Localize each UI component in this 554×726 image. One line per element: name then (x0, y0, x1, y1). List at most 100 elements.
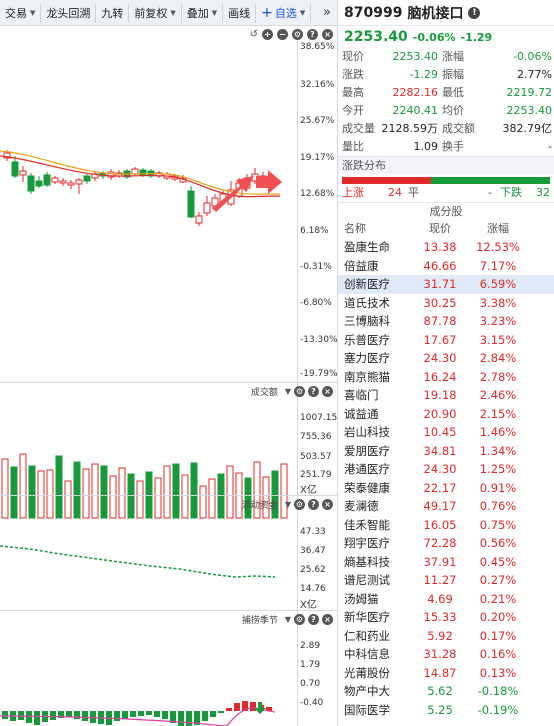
toolbar-button-label: 前复权 (134, 6, 168, 20)
dropdown-icon[interactable]: ▼ (284, 500, 291, 509)
dropdown-icon[interactable]: ▼ (284, 615, 291, 624)
distribution-up-bar (342, 177, 432, 184)
season-bar (250, 702, 256, 711)
candle-body (195, 215, 203, 224)
more-icon[interactable]: » (323, 5, 331, 20)
component-row[interactable]: 新华医疗 15.33 0.20% (338, 608, 554, 627)
toolbar-button[interactable]: 叠加 ▼ (182, 2, 224, 23)
refresh-icon[interactable]: ↺ (249, 28, 258, 40)
chevron-down-icon: ▼ (299, 8, 306, 17)
component-row[interactable]: 港通医疗 24.30 1.25% (338, 460, 554, 479)
component-row[interactable]: 三博脑科 87.78 3.23% (338, 312, 554, 331)
toolbar-button-label: 叠加 (186, 6, 209, 20)
down-count: 32 (536, 185, 550, 199)
component-name: 港通医疗 (344, 462, 390, 476)
component-row[interactable]: 麦澜德 49.17 0.76% (338, 497, 554, 516)
season-bar (26, 711, 32, 723)
season-bar (34, 711, 40, 725)
component-price: 46.66 (423, 258, 457, 273)
close-icon[interactable]: × (322, 614, 333, 625)
help-icon[interactable]: ? (308, 386, 319, 397)
season-bar (242, 701, 248, 711)
component-price: 10.45 (423, 425, 457, 439)
component-row[interactable]: 乐普医疗 17.67 3.15% (338, 331, 554, 350)
quote-value: -1.29 (409, 68, 438, 81)
component-name: 荣泰健康 (344, 480, 390, 495)
volume-bar (46, 469, 54, 519)
axis-tick-label: -19.79% (300, 369, 338, 379)
toolbar-button[interactable]: + 自选 ▼ (256, 2, 312, 23)
component-row[interactable]: 物产中大 5.62 -0.18% (338, 682, 554, 701)
volume-bar (262, 476, 270, 519)
component-row[interactable]: 诚益通 20.90 2.15% (338, 405, 554, 424)
axis-tick-label: 38.65% (300, 42, 335, 52)
component-row[interactable]: 仁和药业 5.92 0.17% (338, 627, 554, 646)
component-change: 7.17% (479, 258, 517, 273)
help-icon[interactable]: ? (308, 614, 319, 625)
component-row[interactable]: 谱尼测试 11.27 0.27% (338, 571, 554, 590)
component-row[interactable]: 翔宇医疗 72.28 0.56% (338, 534, 554, 553)
component-row[interactable]: 熵基科技 37.91 0.45% (338, 553, 554, 572)
toolbar-button[interactable]: 画线 (223, 2, 257, 23)
volume-bar (154, 477, 162, 519)
candle-body (11, 161, 19, 177)
info-icon[interactable]: ! (468, 6, 481, 19)
component-change: 0.17% (479, 628, 517, 643)
unit-label: X亿 (300, 600, 317, 611)
settings-icon[interactable]: ⚙ (292, 28, 303, 40)
component-row[interactable]: 爱朋医疗 34.81 1.34% (338, 442, 554, 461)
quote-value: 2253.40 (506, 104, 553, 117)
component-row[interactable]: 道氏技术 30.25 3.38% (338, 294, 554, 313)
component-row[interactable]: 创新医疗 31.71 6.59% (338, 275, 554, 294)
component-change: 0.75% (479, 517, 517, 532)
component-name: 喜临门 (344, 388, 379, 402)
toolbar-button[interactable]: 龙头回溯 (41, 2, 97, 23)
component-price: 31.28 (423, 647, 457, 661)
component-price: 20.90 (423, 406, 457, 421)
dropdown-icon[interactable]: ▼ (284, 387, 291, 396)
ma-line (0, 150, 281, 195)
component-row[interactable]: 岩山科技 10.45 1.46% (338, 423, 554, 442)
component-row[interactable]: 汤姆猫 4.69 0.21% (338, 590, 554, 609)
toolbar-button-label: 龙头回溯 (46, 6, 91, 20)
component-row[interactable]: 国际医学 5.25 -0.19% (338, 701, 554, 720)
close-icon[interactable]: × (322, 386, 333, 397)
col-name[interactable]: 名称 (344, 222, 366, 235)
volume-bar (253, 461, 261, 519)
close-icon[interactable]: × (322, 499, 333, 510)
component-row[interactable]: 佳禾智能 16.05 0.75% (338, 516, 554, 535)
toolbar-button[interactable]: 九转 (96, 2, 130, 23)
season-bar (186, 711, 192, 726)
component-row[interactable]: 倍益康 46.66 7.17% (338, 257, 554, 276)
help-icon[interactable]: ? (307, 28, 318, 40)
component-row[interactable]: 中科信息 31.28 0.16% (338, 645, 554, 664)
component-row[interactable]: 南京熊猫 16.24 2.78% (338, 368, 554, 387)
col-change[interactable]: 涨幅 (487, 222, 509, 235)
volume-bar (208, 478, 216, 519)
toolbar-button[interactable]: 交易 ▼ (0, 2, 42, 23)
component-row[interactable]: 盈康生命 13.38 12.53% (338, 238, 554, 257)
toolbar-button[interactable]: 前复权 ▼ (129, 2, 182, 23)
component-price: 4.69 (427, 591, 453, 606)
season-bar (50, 711, 56, 720)
close-icon[interactable]: × (322, 28, 333, 40)
col-price[interactable]: 现价 (429, 222, 451, 235)
help-icon[interactable]: ? (308, 499, 319, 510)
change-pct: -0.06% (412, 30, 456, 44)
volume-bar (280, 463, 288, 519)
settings-icon[interactable]: ⚙ (294, 499, 305, 510)
component-row[interactable]: 荣泰健康 22.17 0.91% (338, 479, 554, 498)
component-row[interactable]: 塞力医疗 24.30 2.84% (338, 349, 554, 368)
component-row[interactable]: 光莆股份 14.87 0.13% (338, 664, 554, 683)
volume-bar (190, 462, 198, 519)
volume-bar (109, 475, 117, 519)
stock-code: 870999 (344, 4, 403, 21)
component-row[interactable]: 喜临门 19.18 2.46% (338, 386, 554, 405)
settings-icon[interactable]: ⚙ (294, 614, 305, 625)
season-bar (66, 711, 72, 717)
add-icon[interactable]: + (262, 28, 273, 40)
volume-bar (181, 474, 189, 519)
season-bar (202, 711, 208, 721)
minus-icon[interactable]: − (277, 28, 288, 40)
settings-icon[interactable]: ⚙ (294, 386, 305, 397)
